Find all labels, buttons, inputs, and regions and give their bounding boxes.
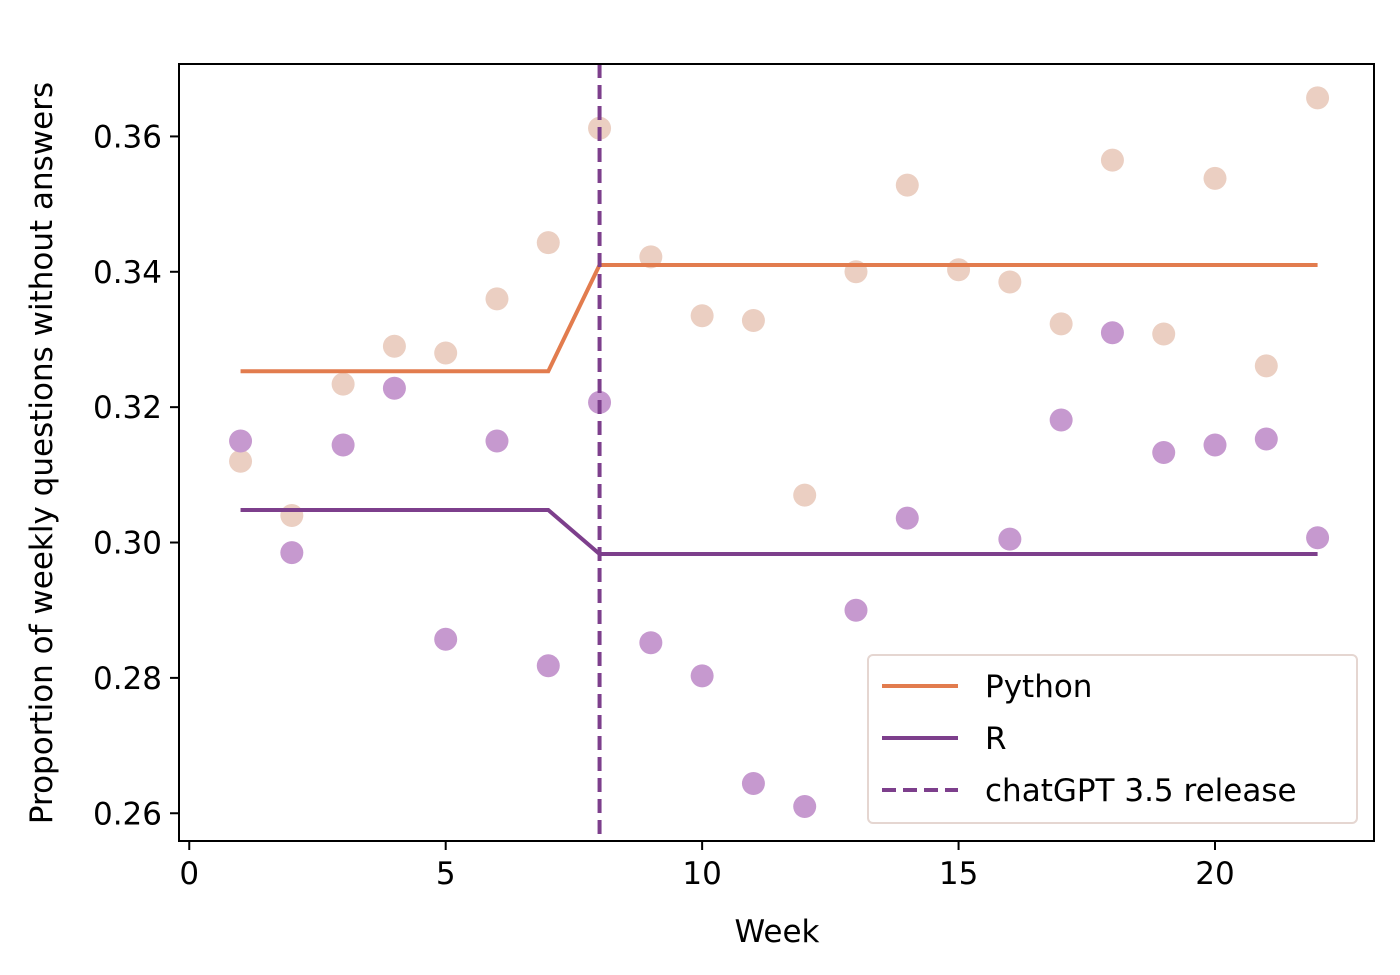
scatter-point-r	[536, 654, 560, 678]
axes-frame	[178, 63, 1375, 842]
scatter-point-r	[229, 429, 253, 453]
y-tick-label: 0.28	[93, 661, 162, 697]
scatter-point-python	[331, 372, 355, 396]
y-tick-label: 0.32	[93, 390, 162, 426]
scatter-point-python	[741, 309, 765, 333]
scatter-point-r	[741, 771, 765, 795]
x-tick-label: 15	[939, 856, 978, 892]
x-tick-label: 0	[179, 856, 199, 892]
scatter-point-python	[1100, 148, 1124, 172]
scatter-point-r	[382, 376, 406, 400]
scatter-point-python	[1049, 312, 1073, 336]
scatter-point-r	[998, 527, 1022, 551]
scatter-point-r	[331, 433, 355, 457]
scatter-point-r	[434, 627, 458, 651]
scatter-point-python	[434, 341, 458, 365]
y-tick-label: 0.36	[93, 119, 162, 155]
scatter-point-python	[639, 245, 663, 269]
legend-label: R	[985, 721, 1007, 757]
scatter-point-python	[1152, 322, 1176, 346]
x-tick-label: 20	[1195, 856, 1234, 892]
axes: 0 5 10 15 20 0.26 0.28 0.30 0.32 0.34 0.36	[93, 63, 1375, 892]
scatter-point-python	[229, 449, 253, 473]
scatter-point-python	[793, 483, 817, 507]
scatter-point-r	[690, 664, 714, 688]
scatter-point-r	[280, 541, 304, 565]
legend-box	[867, 654, 1358, 824]
trend-line-r	[240, 508, 1318, 557]
scatter-point-r	[844, 598, 868, 622]
scatter-point-r	[1203, 433, 1227, 457]
scatter-point-r	[639, 631, 663, 655]
scatter-point-python	[485, 287, 509, 311]
scatter-point-python	[382, 334, 406, 358]
scatter-point-python	[895, 173, 919, 197]
scatter-point-r	[1152, 441, 1176, 464]
y-axis-label: Proportion of weekly questions without a…	[24, 82, 60, 824]
legend-label: Python	[985, 669, 1092, 705]
scatter-point-python	[1254, 354, 1278, 378]
scatter-point-r	[1049, 408, 1073, 432]
scatter-point-python	[690, 304, 714, 328]
scatter-point-r	[1306, 526, 1330, 550]
scatter-point-r	[895, 506, 919, 530]
scatter-point-r	[793, 794, 817, 818]
x-tick-label: 10	[682, 856, 721, 892]
scatter-point-python	[998, 270, 1022, 294]
y-tick-label: 0.34	[93, 255, 162, 291]
scatter-point-r	[1100, 321, 1124, 345]
legend-label: chatGPT 3.5 release	[985, 773, 1297, 809]
scatter-point-python	[1203, 166, 1227, 190]
scatter-point-python	[1306, 86, 1330, 110]
scatter-point-r	[485, 429, 509, 453]
x-tick-label: 5	[436, 856, 456, 892]
y-tick-label: 0.26	[93, 796, 162, 832]
scatter-point-r	[1254, 427, 1278, 451]
trend-line-python	[240, 263, 1318, 374]
scatter-point-python	[280, 503, 304, 527]
scatter-point-python	[536, 231, 560, 255]
scatter-point-python	[947, 258, 971, 282]
plot-area	[229, 64, 1330, 841]
x-axis-label: Week	[735, 914, 820, 950]
y-tick-label: 0.30	[93, 526, 162, 562]
